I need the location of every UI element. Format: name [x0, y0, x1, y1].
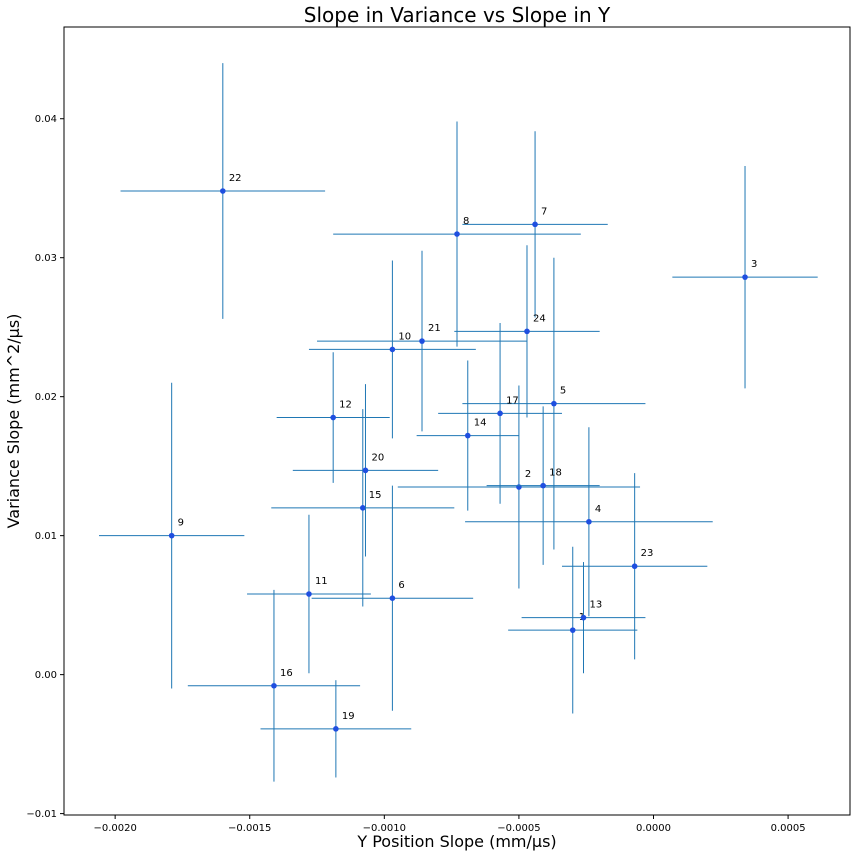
data-point-label: 21 — [428, 323, 441, 334]
data-point-label: 9 — [178, 518, 184, 529]
data-point-label: 23 — [641, 548, 654, 559]
data-point-label: 8 — [463, 216, 469, 227]
x-tick-label: −0.0005 — [497, 823, 540, 834]
y-axis-label: Variance Slope (mm^2/µs) — [4, 314, 23, 529]
data-point — [168, 532, 175, 539]
data-point-label: 22 — [229, 173, 242, 184]
data-point-label: 4 — [595, 504, 601, 515]
y-tick-label: 0.00 — [35, 670, 57, 681]
data-point-label: 6 — [398, 580, 404, 591]
data-point — [454, 231, 460, 237]
chart-title: Slope in Variance vs Slope in Y — [304, 3, 611, 27]
data-point-label: 24 — [533, 313, 546, 324]
data-point-label: 10 — [398, 331, 411, 342]
data-point — [631, 563, 638, 570]
data-point — [362, 467, 369, 474]
data-point-label: 15 — [369, 490, 382, 501]
data-point — [497, 410, 503, 417]
y-tick-label: 0.02 — [35, 392, 57, 403]
data-point — [419, 338, 425, 344]
x-tick-label: −0.0020 — [93, 823, 136, 834]
data-point — [306, 591, 312, 597]
data-point — [220, 188, 226, 194]
data-point — [389, 346, 396, 353]
y-tick-label: 0.04 — [35, 114, 57, 125]
data-point-label: 20 — [371, 452, 384, 463]
x-tick-label: 0.0005 — [771, 823, 806, 834]
data-point — [333, 726, 339, 732]
y-tick-label: 0.01 — [35, 531, 57, 542]
data-point-label: 5 — [560, 386, 566, 397]
data-point — [524, 328, 530, 335]
data-point — [330, 414, 336, 421]
plot-frame — [63, 26, 851, 816]
data-point-label: 3 — [751, 259, 757, 270]
data-point-label: 13 — [590, 600, 603, 611]
data-point — [464, 432, 471, 439]
x-tick-label: 0.0000 — [636, 823, 671, 834]
data-point-label: 11 — [315, 576, 328, 587]
data-point — [551, 400, 557, 407]
y-tick-label: 0.03 — [35, 253, 57, 264]
y-tick-label: −0.01 — [26, 809, 57, 820]
data-point-label: 16 — [280, 668, 293, 679]
plot-area: −0.0020 −0.0015 −0.0010 −0.0005 0.0000 0.0005… — [26, 26, 851, 834]
data-point-label: 7 — [541, 206, 547, 217]
x-tick-label: −0.0015 — [228, 823, 271, 834]
data-point — [271, 682, 277, 689]
data-point-label: 19 — [342, 711, 355, 722]
data-point-label: 2 — [525, 469, 531, 480]
data-point — [569, 627, 576, 633]
data-point — [532, 221, 538, 228]
data-point — [359, 505, 366, 511]
data-point-label: 14 — [474, 418, 487, 429]
x-axis-label: Y Position Slope (mm/µs) — [356, 832, 556, 851]
x-tick-label: −0.0010 — [363, 823, 406, 834]
data-point — [389, 595, 396, 601]
data-point — [516, 484, 522, 490]
data-point — [580, 614, 587, 621]
data-point — [540, 482, 546, 489]
data-point — [586, 518, 592, 525]
data-point-label: 18 — [549, 468, 562, 479]
data-point-label: 17 — [506, 395, 519, 406]
data-point — [742, 274, 748, 280]
data-point-label: 12 — [339, 400, 352, 411]
